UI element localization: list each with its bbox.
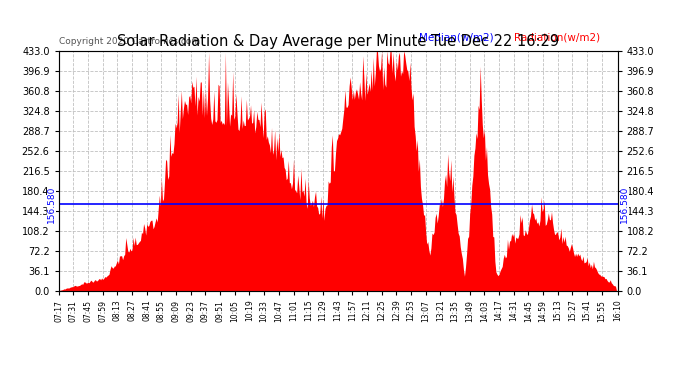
Text: Radiation(w/m2): Radiation(w/m2)	[514, 33, 600, 43]
Text: Copyright 2020 Cartronics.com: Copyright 2020 Cartronics.com	[59, 38, 200, 46]
Text: 156.580: 156.580	[620, 185, 629, 222]
Title: Solar Radiation & Day Average per Minute Tue Dec 22 16:29: Solar Radiation & Day Average per Minute…	[117, 34, 559, 50]
Text: 156.580: 156.580	[47, 185, 56, 222]
Text: Median(w/m2): Median(w/m2)	[419, 33, 494, 43]
